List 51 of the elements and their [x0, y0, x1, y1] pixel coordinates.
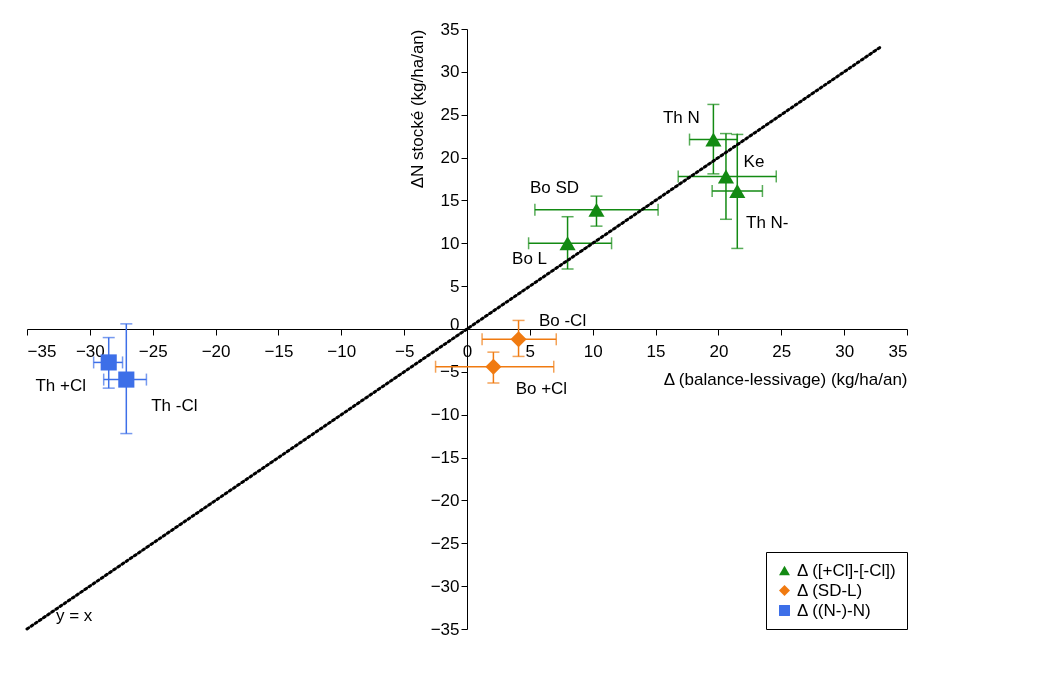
point: [729, 184, 746, 198]
y-tick-label: 30: [440, 62, 460, 82]
x-tick-label: −5: [394, 341, 415, 361]
x-tick-label: 35: [888, 341, 908, 361]
x-tick-label: 25: [772, 341, 792, 361]
x-tick-label: −25: [138, 341, 168, 361]
point: [705, 132, 722, 147]
annotation: Bo SD: [529, 177, 580, 197]
y-tick-label: −30: [430, 576, 460, 596]
annotation: Th N-: [746, 213, 789, 232]
y-tick-label: −5: [440, 362, 460, 382]
y-tick-label: 35: [440, 19, 460, 39]
x-tick-label: 20: [709, 341, 729, 361]
legend-label: Δ ([+Cl]-[-Cl]): [797, 560, 896, 580]
point: [559, 236, 576, 251]
point: [485, 358, 502, 375]
annotation: Bo +Cl: [515, 378, 568, 398]
x-tick-label: −20: [201, 341, 231, 361]
x-tick-label: −15: [264, 341, 294, 361]
legend-label: Δ ((N-)-N): [797, 600, 871, 620]
annotation: Bo -Cl: [538, 311, 587, 331]
annotation: Ke: [743, 152, 765, 172]
y-tick-label: −25: [430, 533, 460, 553]
y-tick-label: −15: [430, 448, 460, 468]
y-tick-label: 20: [440, 148, 460, 168]
y-axis-title: ΔN stocké (kg/ha/an): [407, 29, 427, 189]
y-tick-label: 25: [440, 105, 460, 125]
y-tick-label: 10: [440, 233, 460, 253]
point: [118, 371, 135, 388]
annotation: Bo L: [512, 249, 548, 269]
y-tick-label: −10: [430, 405, 460, 425]
x-tick-label: 10: [583, 341, 603, 361]
y-tick-label: 15: [440, 190, 460, 210]
annotation: Th N: [662, 107, 700, 127]
annotation: Th -Cl: [151, 395, 198, 415]
x-tick-label: −10: [327, 341, 357, 361]
x-tick-label: 30: [835, 341, 855, 361]
x-tick-label: 5: [525, 341, 536, 361]
y-tick-label: 5: [450, 276, 460, 296]
point: [588, 202, 605, 217]
point: [717, 169, 735, 184]
y-tick-label: −35: [430, 619, 460, 639]
x-tick-label: −35: [27, 341, 57, 361]
y-tick-label: −20: [430, 490, 460, 510]
x-tick-label: −30: [75, 341, 105, 361]
legend-label: Δ (SD-L): [797, 580, 863, 600]
annotation: y = x: [55, 605, 93, 625]
point: [510, 331, 527, 348]
x-axis-title: Δ (balance-lessivage) (kg/ha/an): [663, 369, 908, 389]
annotation: Th +Cl: [35, 376, 86, 396]
x-tick-label: 15: [646, 341, 666, 361]
